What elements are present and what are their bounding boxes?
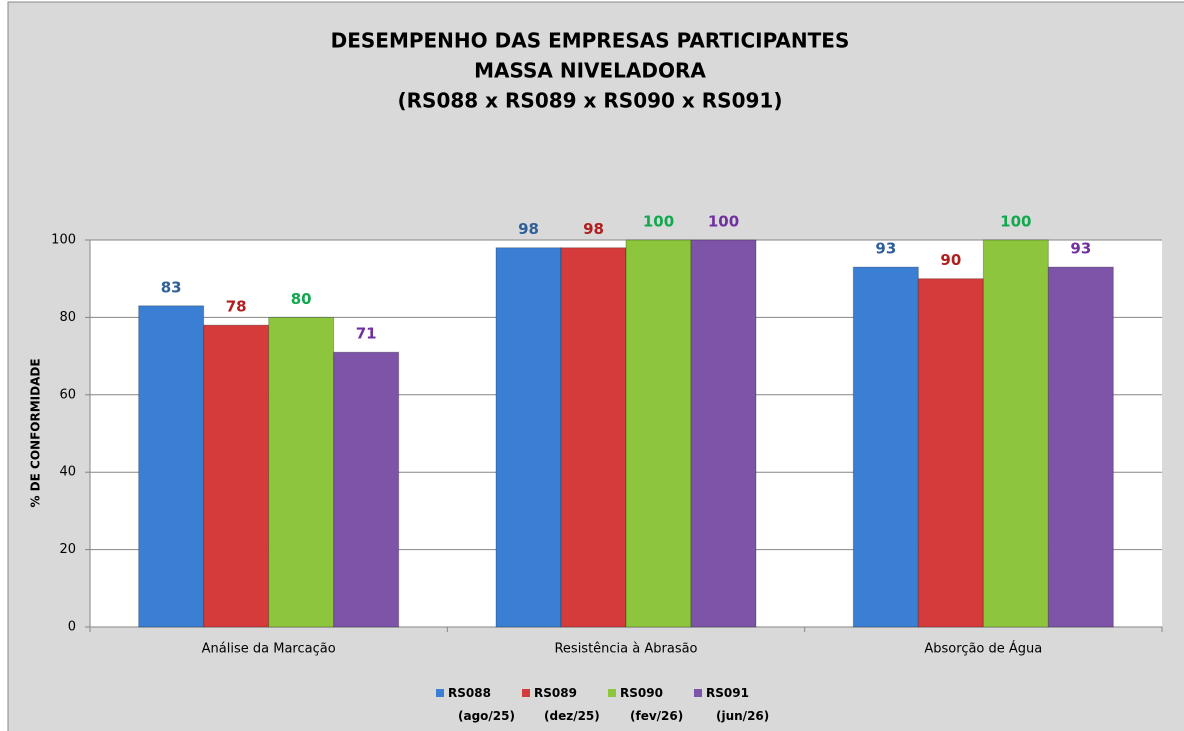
bar: [625, 239, 692, 628]
bar: [982, 239, 1049, 628]
legend-swatch: [608, 689, 616, 697]
value-label: 100: [643, 213, 674, 231]
value-label: 71: [356, 325, 377, 343]
chart-title: MASSA NIVELADORA: [474, 59, 706, 83]
chart-title: (RS088 x RS089 x RS090 x RS091): [398, 89, 783, 113]
chart-title: DESEMPENHO DAS EMPRESAS PARTICIPANTES: [331, 29, 850, 53]
legend-label: RS088 (ago/25): [448, 686, 515, 723]
bar: [1047, 266, 1114, 628]
legend-swatch: [436, 689, 444, 697]
y-tick-label: 80: [59, 310, 76, 325]
legend-label: RS091 (jun/26): [706, 686, 769, 723]
bar: [268, 316, 335, 628]
x-tick-label: Análise da Marcação: [202, 642, 336, 657]
bar: [203, 324, 270, 628]
value-label: 90: [940, 251, 961, 269]
x-tick-label: Resistência à Abrasão: [554, 642, 697, 657]
value-label: 100: [708, 213, 739, 231]
legend-label: RS090 (fev/26): [620, 686, 683, 723]
bar: [560, 247, 627, 628]
y-tick-label: 0: [68, 620, 76, 635]
legend-swatch: [694, 689, 702, 697]
value-label: 80: [291, 290, 312, 308]
bar: [690, 239, 757, 628]
bar: [917, 278, 984, 628]
y-axis-label: % DE CONFORMIDADE: [29, 358, 43, 507]
y-tick-label: 40: [59, 465, 76, 480]
bar: [852, 266, 919, 628]
value-label: 98: [583, 220, 604, 238]
legend-swatch: [522, 689, 530, 697]
value-label: 93: [875, 240, 896, 258]
value-label: 98: [518, 220, 539, 238]
y-tick-label: 60: [59, 387, 76, 402]
y-tick-label: 100: [51, 233, 76, 248]
value-label: 93: [1070, 240, 1091, 258]
bar: [138, 305, 205, 628]
value-label: 78: [226, 298, 247, 316]
y-tick-label: 20: [59, 542, 76, 557]
bar: [495, 247, 562, 628]
bar: [333, 351, 400, 628]
legend-label: RS089 (dez/25): [534, 686, 600, 723]
x-tick-label: Absorção de Água: [924, 641, 1042, 657]
value-label: 83: [161, 278, 182, 296]
value-label: 100: [1000, 213, 1031, 231]
